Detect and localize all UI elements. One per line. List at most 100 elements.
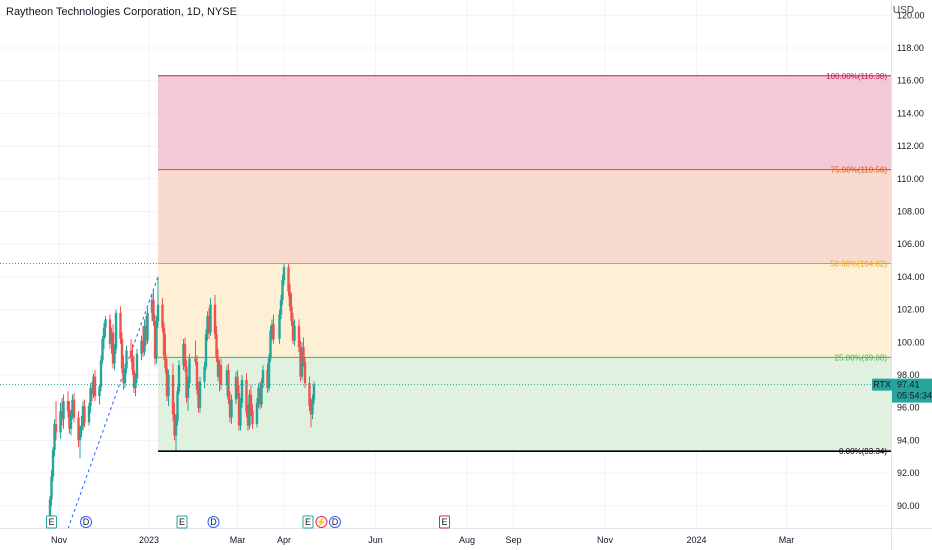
price-tick-label: 94.00	[897, 435, 920, 445]
event-markers[interactable]: E D E D E ⚡ D E	[46, 515, 450, 529]
candle-body	[140, 340, 143, 354]
candle-body	[83, 406, 86, 423]
earnings-future-marker	[439, 515, 450, 529]
candle-body	[125, 350, 128, 369]
earnings-marker-label: E	[179, 517, 185, 527]
candle-body	[62, 401, 65, 420]
candle-body	[198, 381, 202, 408]
candle-body	[260, 383, 263, 405]
candle-body	[51, 450, 55, 477]
candle-body	[60, 410, 64, 420]
candle-body	[290, 306, 293, 322]
candle-body	[102, 327, 106, 340]
candle-body	[54, 424, 58, 433]
split-marker-label: ⚡	[316, 516, 327, 528]
candle-body	[297, 325, 301, 348]
price-tick-label: 104.00	[897, 272, 925, 282]
candle-body	[225, 370, 229, 385]
candle-body	[132, 370, 136, 389]
price-tick-label: 96.00	[897, 403, 920, 413]
candle-body	[194, 358, 197, 362]
price-tick-label: 108.00	[897, 207, 925, 217]
price-axis[interactable]: 90.00 92.00 94.00 96.00 98.00 100.00 102.00 104…	[891, 0, 925, 550]
candle-body	[87, 406, 91, 423]
dividend-marker	[207, 516, 220, 528]
candle-body	[89, 388, 92, 407]
candle-body	[266, 370, 269, 389]
candle-body	[197, 389, 200, 408]
price-tick-label: 100.00	[897, 337, 925, 347]
candle-body	[110, 332, 113, 344]
candle-body	[204, 334, 208, 367]
candle-body	[77, 417, 80, 441]
candle-body	[251, 410, 254, 425]
candle-body	[141, 340, 145, 353]
price-tick-label: 118.00	[897, 43, 924, 53]
dividend-marker-label: D	[210, 517, 217, 527]
candle-body	[71, 399, 74, 415]
candle-body	[114, 312, 118, 349]
candle-body	[68, 410, 71, 429]
candle-body	[48, 499, 52, 521]
earnings-marker	[176, 515, 188, 529]
candle-body	[135, 353, 139, 379]
time-tick-label: Jun	[368, 535, 383, 545]
candle-body	[257, 388, 260, 403]
fib-level-label: 25.00%(99.08)	[835, 353, 888, 362]
candle-body	[66, 401, 70, 411]
candle-body	[246, 412, 250, 426]
candle-body	[164, 355, 167, 369]
candle-body	[237, 392, 241, 426]
candle-body	[59, 410, 62, 433]
candle-body	[287, 267, 290, 292]
candle-body	[308, 383, 311, 407]
candle-body	[249, 394, 253, 411]
time-tick-label: Nov	[597, 535, 614, 545]
candle-body	[278, 314, 281, 340]
candle-body	[272, 324, 275, 340]
fib-level-label: 75.00%(110.56)	[831, 166, 888, 175]
candle-body	[188, 358, 191, 384]
price-tick-label: 90.00	[897, 501, 920, 511]
candle-body	[108, 319, 112, 344]
candle-body	[50, 476, 53, 500]
candle-body	[165, 368, 169, 397]
candle-body	[90, 388, 94, 395]
candle-body	[269, 330, 272, 359]
candle-body	[311, 399, 314, 415]
candle-body	[69, 414, 73, 429]
price-tick-label: 112.00	[897, 141, 924, 151]
price-tick-label: 110.00	[897, 174, 924, 184]
symbol-tag	[872, 378, 892, 391]
dividend-marker	[80, 516, 92, 528]
price-tick-label: 106.00	[897, 239, 925, 249]
candle-body	[153, 321, 157, 359]
candle-body	[299, 347, 302, 377]
earnings-marker-label: E	[48, 517, 54, 527]
candle-body	[173, 414, 176, 436]
candle-body	[195, 361, 199, 390]
candle-body	[101, 339, 104, 361]
candle-body	[92, 376, 95, 395]
candle-body	[203, 366, 206, 382]
candle-body	[255, 402, 259, 425]
fib-retracement[interactable]: 100.00%(116.30) 75.00%(110.56) 50.00%(104.…	[0, 72, 891, 529]
candle-body	[248, 394, 251, 426]
candle-body	[176, 391, 179, 421]
last-price-value: 97.41	[897, 380, 920, 390]
earnings-marker	[46, 515, 57, 529]
candle-body	[182, 343, 185, 366]
candle-body	[216, 357, 220, 377]
candle-body	[218, 365, 221, 377]
candle-body	[261, 370, 265, 384]
candle-body	[293, 325, 296, 341]
fib-zone	[158, 75, 891, 170]
time-axis[interactable]: Nov 2023 Mar Apr Jun Aug Sep Nov 2024 Mar	[0, 528, 932, 546]
fib-level-label: 0.00%(93.34)	[839, 447, 887, 456]
candle-body	[143, 325, 146, 353]
candle-body	[156, 304, 160, 322]
candle-body	[146, 312, 149, 341]
